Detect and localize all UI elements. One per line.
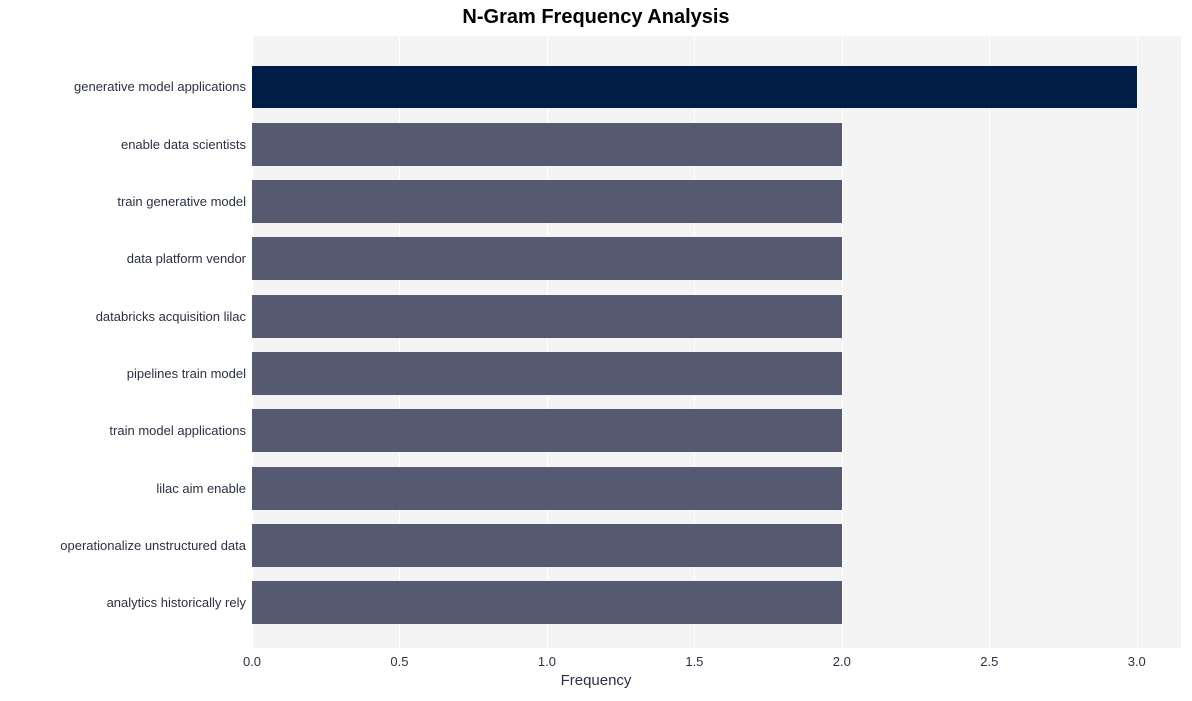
bar-row: data platform vendor bbox=[252, 237, 1181, 280]
bar-row: generative model applications bbox=[252, 66, 1181, 109]
bar-label: lilac aim enable bbox=[156, 481, 252, 496]
bar-row: lilac aim enable bbox=[252, 467, 1181, 510]
bar-label: analytics historically rely bbox=[107, 595, 252, 610]
bar-label: train generative model bbox=[117, 194, 252, 209]
bar bbox=[252, 123, 842, 166]
x-tick-label: 1.0 bbox=[538, 654, 556, 669]
bar bbox=[252, 180, 842, 223]
bar bbox=[252, 409, 842, 452]
bar bbox=[252, 467, 842, 510]
bar bbox=[252, 237, 842, 280]
bar-label: databricks acquisition lilac bbox=[96, 309, 252, 324]
bar-row: train model applications bbox=[252, 409, 1181, 452]
bar-row: enable data scientists bbox=[252, 123, 1181, 166]
bar-row: operationalize unstructured data bbox=[252, 524, 1181, 567]
bar bbox=[252, 66, 1137, 109]
x-tick-label: 2.5 bbox=[980, 654, 998, 669]
x-tick-label: 2.0 bbox=[833, 654, 851, 669]
bar-row: databricks acquisition lilac bbox=[252, 295, 1181, 338]
plot-area: generative model applications enable data… bbox=[252, 36, 1181, 648]
x-tick-label: 0.0 bbox=[243, 654, 261, 669]
bar-row: analytics historically rely bbox=[252, 581, 1181, 624]
bar-label: enable data scientists bbox=[121, 137, 252, 152]
bar-label: train model applications bbox=[109, 423, 252, 438]
bar-label: data platform vendor bbox=[127, 251, 252, 266]
bar bbox=[252, 581, 842, 624]
bar-row: pipelines train model bbox=[252, 352, 1181, 395]
bar bbox=[252, 295, 842, 338]
bar bbox=[252, 524, 842, 567]
bar bbox=[252, 352, 842, 395]
bar-label: pipelines train model bbox=[127, 366, 252, 381]
ngram-frequency-chart: N-Gram Frequency Analysis generative mod… bbox=[0, 0, 1192, 701]
bar-label: operationalize unstructured data bbox=[60, 538, 252, 553]
x-axis-title: Frequency bbox=[0, 672, 1192, 689]
bar-row: train generative model bbox=[252, 180, 1181, 223]
chart-title: N-Gram Frequency Analysis bbox=[0, 6, 1192, 29]
x-tick-label: 3.0 bbox=[1128, 654, 1146, 669]
x-tick-label: 1.5 bbox=[685, 654, 703, 669]
x-tick-label: 0.5 bbox=[390, 654, 408, 669]
bar-label: generative model applications bbox=[74, 79, 252, 94]
